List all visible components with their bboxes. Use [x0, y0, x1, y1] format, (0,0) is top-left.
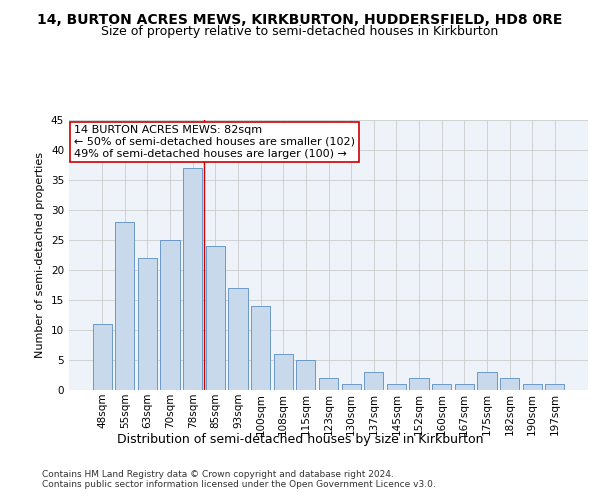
- Text: 14 BURTON ACRES MEWS: 82sqm
← 50% of semi-detached houses are smaller (102)
49% : 14 BURTON ACRES MEWS: 82sqm ← 50% of sem…: [74, 126, 355, 158]
- Text: 14, BURTON ACRES MEWS, KIRKBURTON, HUDDERSFIELD, HD8 0RE: 14, BURTON ACRES MEWS, KIRKBURTON, HUDDE…: [37, 12, 563, 26]
- Bar: [387, 384, 406, 390]
- Bar: [545, 384, 565, 390]
- Bar: [160, 240, 180, 390]
- Bar: [206, 246, 225, 390]
- Y-axis label: Number of semi-detached properties: Number of semi-detached properties: [35, 152, 46, 358]
- Bar: [500, 378, 519, 390]
- Bar: [92, 324, 112, 390]
- Bar: [138, 258, 157, 390]
- Bar: [229, 288, 248, 390]
- Text: Contains HM Land Registry data © Crown copyright and database right 2024.
Contai: Contains HM Land Registry data © Crown c…: [42, 470, 436, 490]
- Bar: [364, 372, 383, 390]
- Bar: [477, 372, 497, 390]
- Bar: [274, 354, 293, 390]
- Bar: [523, 384, 542, 390]
- Bar: [251, 306, 270, 390]
- Bar: [183, 168, 202, 390]
- Bar: [319, 378, 338, 390]
- Text: Size of property relative to semi-detached houses in Kirkburton: Size of property relative to semi-detach…: [101, 25, 499, 38]
- Bar: [296, 360, 316, 390]
- Bar: [432, 384, 451, 390]
- Bar: [455, 384, 474, 390]
- Bar: [115, 222, 134, 390]
- Bar: [341, 384, 361, 390]
- Text: Distribution of semi-detached houses by size in Kirkburton: Distribution of semi-detached houses by …: [117, 432, 483, 446]
- Bar: [409, 378, 428, 390]
